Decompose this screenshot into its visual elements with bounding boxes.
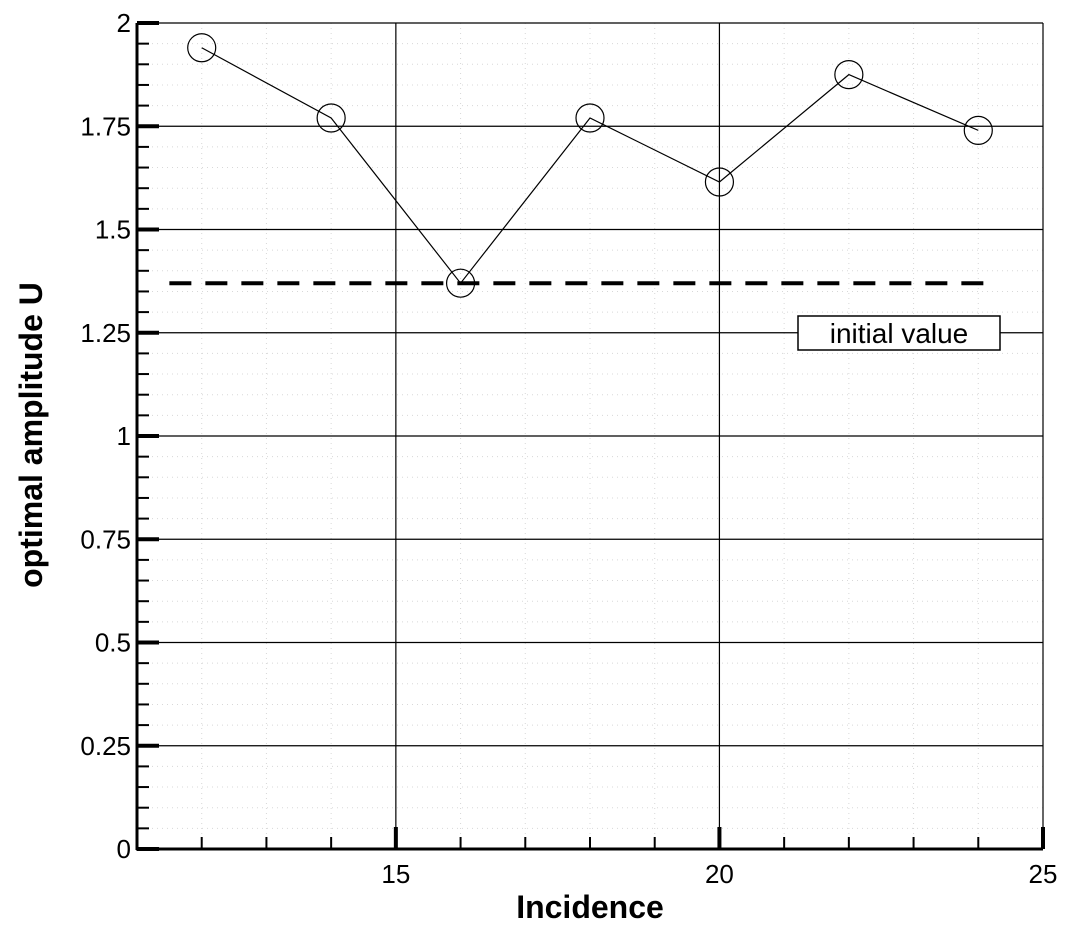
y-tick-label: 1.5 bbox=[95, 215, 131, 245]
series-line bbox=[201, 47, 979, 285]
y-tick-label: 0.25 bbox=[80, 731, 131, 761]
grid bbox=[137, 22, 1044, 850]
y-axis-title: optimal amplitude U bbox=[13, 282, 49, 588]
y-tick-label: 1.25 bbox=[80, 318, 131, 348]
data-point bbox=[445, 268, 476, 298]
data-point bbox=[963, 115, 993, 145]
x-tick-label: 15 bbox=[381, 859, 410, 889]
y-tick-label: 1.75 bbox=[80, 111, 131, 141]
y-tick-label: 0.75 bbox=[80, 524, 131, 554]
y-tick-label: 1 bbox=[117, 421, 131, 451]
tick-labels: 15 20 25 0 0.25 0.5 0.75 1 1.25 1.5 1.75 2 bbox=[80, 8, 1057, 889]
y-tick-label: 0 bbox=[117, 834, 131, 864]
x-tick-label: 20 bbox=[705, 859, 734, 889]
data-point bbox=[575, 103, 605, 133]
x-axis-title: Incidence bbox=[516, 889, 664, 925]
data-point bbox=[704, 167, 735, 197]
y-tick-label: 2 bbox=[117, 8, 131, 38]
y-tick-label: 0.5 bbox=[95, 628, 131, 658]
annotation-box bbox=[797, 315, 1001, 351]
series-group bbox=[187, 33, 993, 298]
reference-line-group: initial value bbox=[169, 281, 1001, 351]
annotation-label: initial value bbox=[830, 318, 969, 349]
ticks bbox=[137, 21, 1045, 851]
data-point bbox=[316, 103, 346, 133]
axes bbox=[135, 23, 1043, 851]
x-tick-label: 25 bbox=[1029, 859, 1058, 889]
data-point bbox=[834, 60, 864, 90]
data-point bbox=[187, 33, 217, 63]
